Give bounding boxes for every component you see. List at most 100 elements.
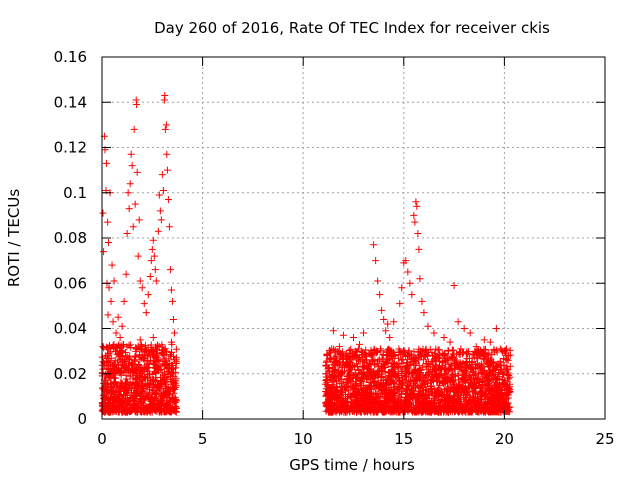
data-point-dense (134, 381, 142, 389)
data-point (408, 291, 416, 299)
data-point (157, 216, 165, 224)
data-point-dense (338, 369, 346, 377)
data-point (504, 352, 512, 360)
data-point-dense (354, 345, 362, 353)
data-point-dense (130, 368, 138, 376)
data-point-dense (467, 364, 475, 372)
data-point-dense (323, 400, 331, 408)
data-point-dense (424, 360, 432, 368)
data-point-dense (479, 369, 487, 377)
data-point-dense (431, 371, 439, 379)
y-tick-label: 0.14 (54, 93, 87, 111)
data-point-dense (353, 408, 361, 416)
data-point-dense (321, 380, 329, 388)
data-point (159, 186, 167, 194)
x-tick-label: 5 (198, 430, 208, 448)
data-point-dense (364, 362, 372, 370)
data-point-dense (351, 370, 359, 378)
data-point-dense (504, 399, 512, 407)
data-point-dense (399, 377, 407, 385)
data-point-dense (167, 369, 175, 377)
data-point-dense (126, 367, 134, 375)
data-point-dense (334, 393, 342, 401)
data-point-dense (333, 360, 341, 368)
data-point (406, 279, 414, 287)
data-point-dense (449, 404, 457, 412)
data-point-dense (478, 379, 486, 387)
data-point-dense (397, 356, 405, 364)
data-point-dense (451, 408, 459, 416)
data-point-dense (445, 360, 453, 368)
data-point-dense (107, 348, 115, 356)
data-point-dense (371, 357, 379, 365)
data-point-dense (495, 368, 503, 376)
data-point-dense (99, 342, 107, 350)
data-point-dense (331, 374, 339, 382)
data-point-dense (171, 380, 179, 388)
data-point-dense (119, 357, 127, 365)
data-point-dense (486, 363, 494, 371)
data-point-dense (426, 361, 434, 369)
data-point-dense (399, 355, 407, 363)
data-point-dense (455, 350, 463, 358)
data-point-dense (488, 385, 496, 393)
data-point (446, 338, 454, 346)
data-point-dense (445, 347, 453, 355)
data-point (390, 318, 398, 326)
data-point-dense (436, 386, 444, 394)
data-point-dense (128, 402, 136, 410)
data-point (372, 257, 380, 265)
data-point (374, 277, 382, 285)
data-point (112, 329, 120, 337)
data-point-dense (327, 391, 335, 399)
data-point-dense (505, 384, 513, 392)
data-point (156, 207, 164, 215)
data-point (131, 200, 139, 208)
data-point-dense (118, 408, 126, 416)
data-point-dense (120, 364, 128, 372)
data-point (100, 248, 108, 256)
data-point-dense (125, 354, 133, 362)
data-point (158, 171, 166, 179)
data-point-dense (430, 399, 438, 407)
data-point-dense (327, 355, 335, 363)
data-point-dense (402, 390, 410, 398)
data-point (380, 315, 388, 323)
data-point-dense (424, 394, 432, 402)
data-point-dense (391, 395, 399, 403)
data-point-dense (371, 399, 379, 407)
data-point (133, 101, 141, 109)
data-point (140, 300, 148, 308)
data-point-dense (366, 395, 374, 403)
data-point-dense (440, 351, 448, 359)
data-point-dense (390, 380, 398, 388)
data-point-dense (389, 404, 397, 412)
data-point-dense (102, 379, 110, 387)
data-point-dense (428, 377, 436, 385)
data-point (150, 252, 158, 260)
data-point-dense (414, 383, 422, 391)
data-point (125, 205, 133, 213)
data-point-dense (163, 384, 171, 392)
data-point (412, 198, 420, 206)
data-point-dense (371, 370, 379, 378)
y-tick-label: 0.02 (54, 365, 87, 383)
data-point-dense (326, 372, 334, 380)
data-point-dense (132, 375, 140, 383)
data-point-dense (132, 390, 140, 398)
data-point-dense (479, 406, 487, 414)
data-point-dense (379, 364, 387, 372)
x-tick-label: 25 (595, 430, 614, 448)
x-axis-label: GPS time / hours (289, 456, 415, 474)
data-point (110, 345, 118, 353)
data-point-dense (465, 372, 473, 380)
data-point-dense (490, 372, 498, 380)
data-point-dense (324, 385, 332, 393)
data-point (165, 223, 173, 231)
data-point-dense (403, 386, 411, 394)
data-point (496, 345, 504, 353)
data-point-dense (502, 395, 510, 403)
data-point-dense (413, 373, 421, 381)
data-point-dense (338, 355, 346, 363)
data-point-dense (162, 403, 170, 411)
